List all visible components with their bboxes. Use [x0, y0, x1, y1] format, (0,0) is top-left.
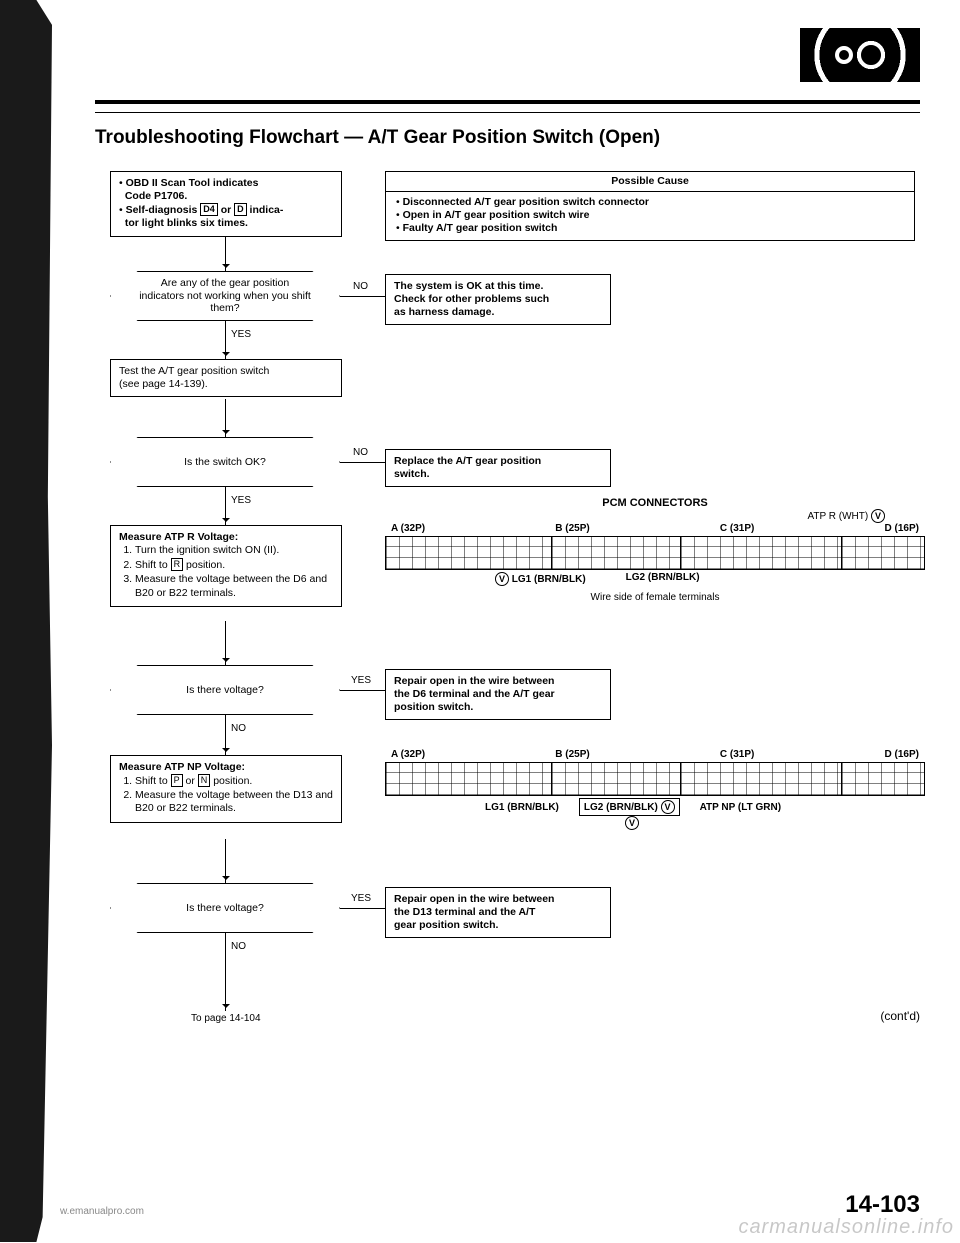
connector [225, 321, 226, 359]
cause-box: Possible Cause • Disconnected A/T gear p… [385, 171, 915, 241]
label-no: NO [353, 281, 368, 292]
decision-voltage-1: Is there voltage? [110, 665, 340, 715]
connector [225, 839, 226, 883]
label-yes: YES [231, 329, 251, 340]
pcm-connectors-1: PCM CONNECTORS ATP R (WHT) V A (32P)B (2… [385, 497, 925, 603]
decision-switch-ok: Is the switch OK? [110, 437, 340, 487]
process-atp-r: Measure ATP R Voltage: Turn the ignition… [110, 525, 342, 607]
label-no: NO [231, 723, 246, 734]
to-page: To page 14-104 [191, 1013, 261, 1024]
page-title: Troubleshooting Flowchart — A/T Gear Pos… [95, 127, 920, 149]
watermark-right: carmanualsonline.info [738, 1216, 954, 1239]
result-replace-switch: Replace the A/T gear positionswitch. [385, 449, 611, 487]
connector [340, 690, 385, 691]
binder-spine [0, 0, 52, 1242]
result-repair-d6: Repair open in the wire betweenthe D6 te… [385, 669, 611, 720]
result-ok: The system is OK at this time. Check for… [385, 274, 611, 325]
label-no: NO [231, 941, 246, 952]
connector [340, 296, 385, 297]
rule-thick [95, 100, 920, 104]
label-yes: YES [231, 495, 251, 506]
connector [225, 621, 226, 665]
process-test-switch: Test the A/T gear position switch (see p… [110, 359, 342, 397]
page-number: 14-103 [95, 1191, 920, 1219]
start-box: • OBD II Scan Tool indicates Code P1706.… [110, 171, 342, 237]
rule-thin [95, 112, 920, 113]
label-yes: YES [351, 893, 371, 904]
label-no: NO [353, 447, 368, 458]
result-repair-d13: Repair open in the wire betweenthe D13 t… [385, 887, 611, 938]
connector [340, 908, 385, 909]
connector [225, 487, 226, 525]
contd: (cont'd) [880, 1009, 920, 1023]
connector [225, 399, 226, 437]
pcm-connectors-2: A (32P)B (25P) C (31P)D (16P) LG1 (BRN/B… [385, 749, 925, 830]
decision-indicators: Are any of the gear position indicators … [110, 271, 340, 321]
gears-icon [800, 28, 920, 82]
process-atp-np: Measure ATP NP Voltage: Shift to P or N … [110, 755, 342, 823]
connector [225, 933, 226, 1011]
label-yes: YES [351, 675, 371, 686]
connector [340, 462, 385, 463]
decision-voltage-2: Is there voltage? [110, 883, 340, 933]
connector [225, 715, 226, 755]
watermark-left: w.emanualpro.com [60, 1206, 144, 1217]
flowchart: NO YES NO YES YES NO YES NO • OBD II Sca… [95, 171, 920, 1151]
